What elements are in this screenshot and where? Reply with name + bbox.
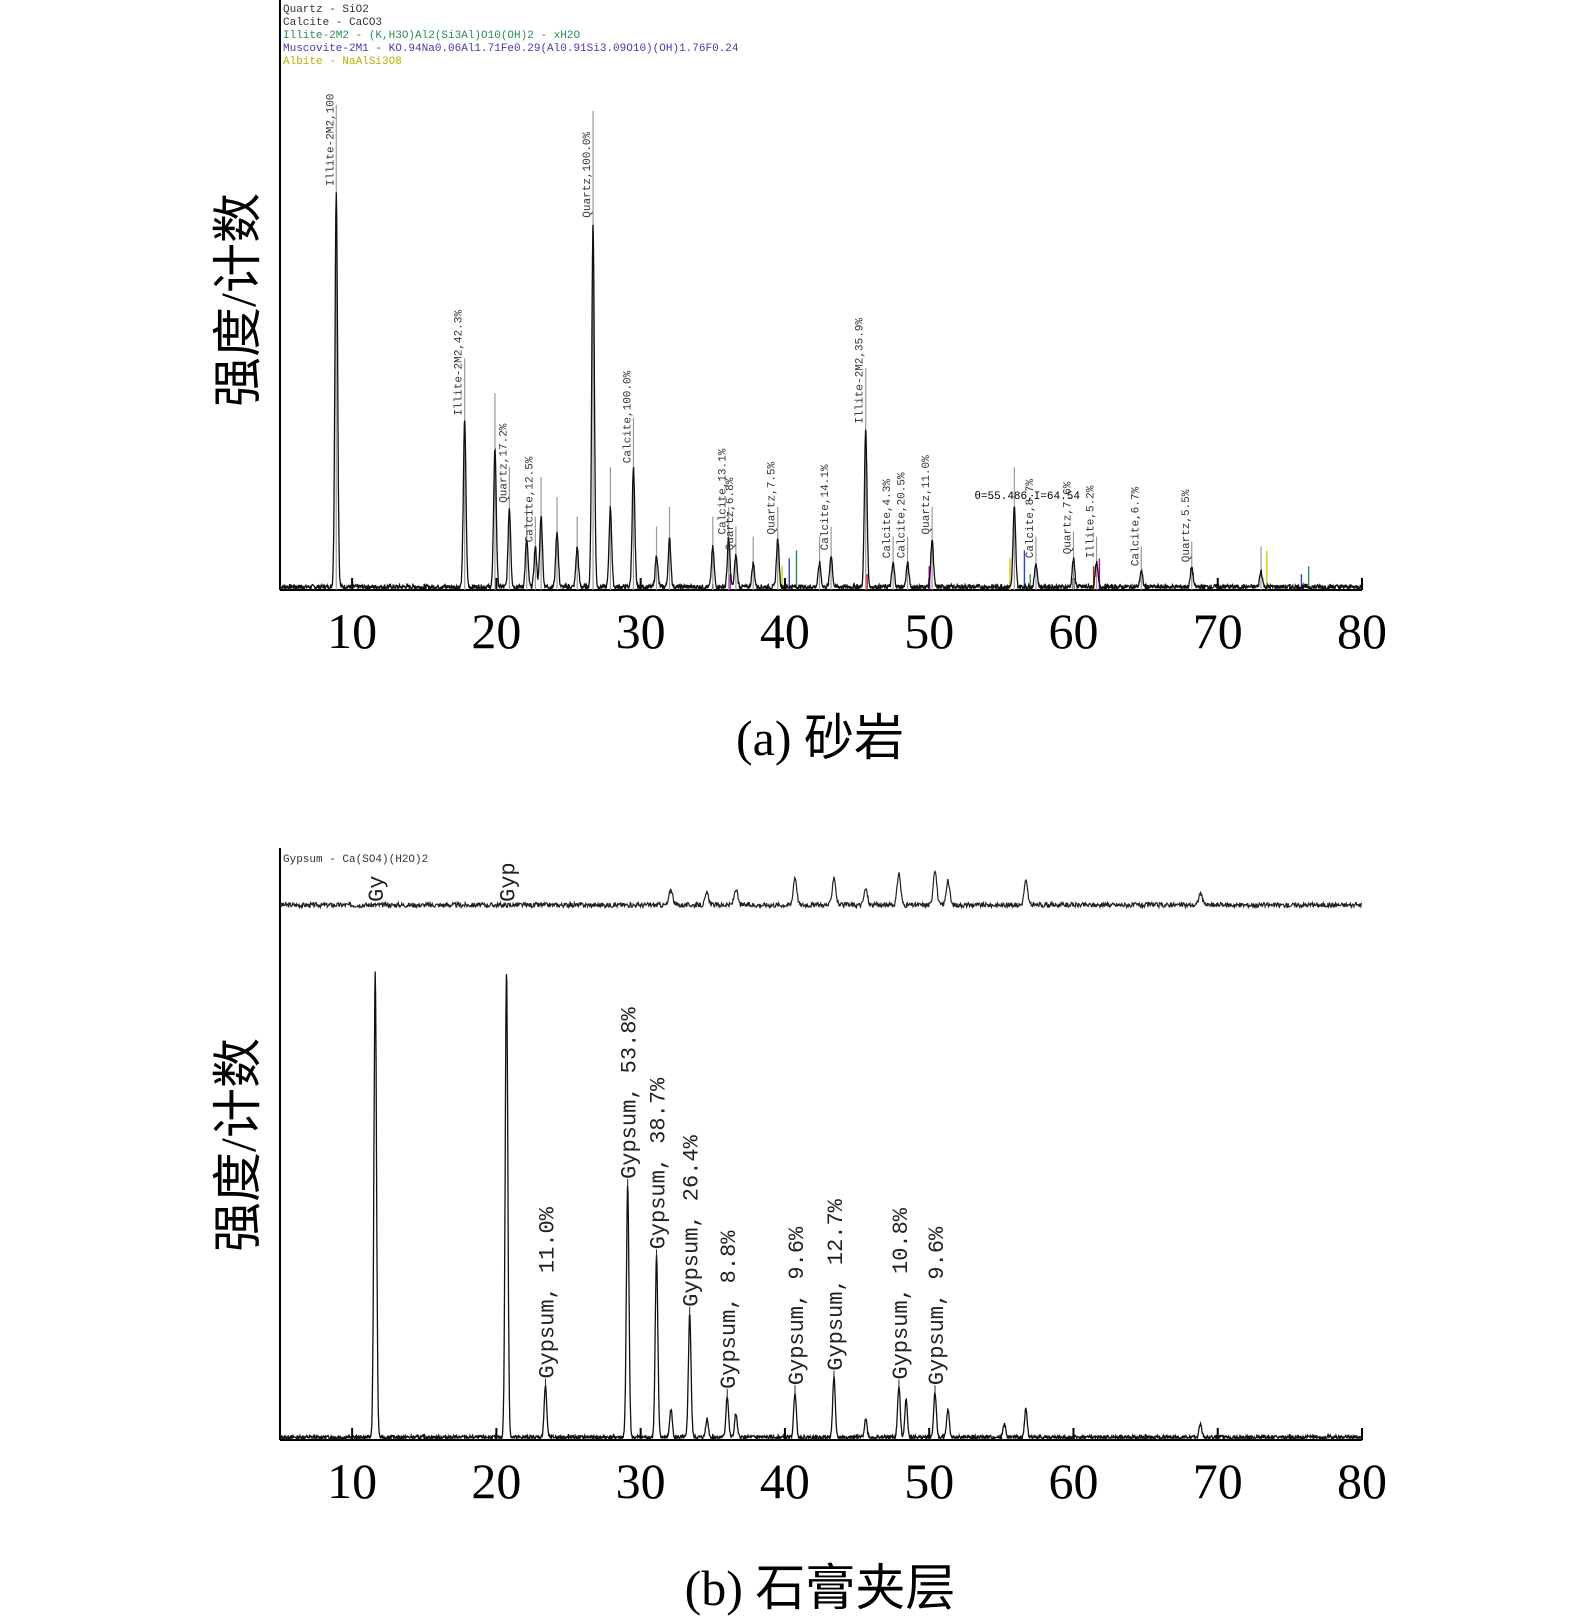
panel-a-peak-label: Quartz,11.0% xyxy=(921,455,933,535)
panel-a-x-tick-label: 50 xyxy=(904,603,954,659)
panel-b-x-tick-label: 40 xyxy=(760,1453,810,1509)
panel-a-legend-entry: Quartz - SiO2 xyxy=(283,4,369,16)
panel-b-x-tick-label: 80 xyxy=(1337,1453,1387,1509)
panel-a-peak-label: Calcite,6.7% xyxy=(1130,487,1142,567)
panel-b-x-tick-label: 10 xyxy=(327,1453,377,1509)
panel-b-x-tick-label: 20 xyxy=(471,1453,521,1509)
panel-b-peak-label: Gypsum, 10.8% xyxy=(889,1207,914,1379)
panel-a-cursor-readout: θ=55.486,I=64.54 xyxy=(974,491,1080,503)
panel-a-x-tick-label: 20 xyxy=(471,603,521,659)
panel-b-x-tick-label: 50 xyxy=(904,1453,954,1509)
panel-b-top-peak-label: Gyp xyxy=(496,862,521,902)
panel-b-peak-label: Gypsum, 8.8% xyxy=(717,1230,742,1389)
panel-a-peak-label: Calcite,14.1% xyxy=(820,464,832,550)
panel-a-y-label: 强度/计数 xyxy=(210,193,266,407)
panel-a-diffraction-trace xyxy=(279,192,1363,592)
panel-b-peak-label: Gypsum, 12.7% xyxy=(824,1198,849,1370)
panel-b-diffraction-trace xyxy=(279,971,1363,1442)
panel-b-peak-label: Gypsum, 38.7% xyxy=(647,1077,672,1249)
panel-a-x-tick-label: 60 xyxy=(1048,603,1098,659)
panel-a-peak-label: Calcite,12.5% xyxy=(524,456,536,542)
panel-a-x-tick-label: 30 xyxy=(616,603,666,659)
panel-a-peak-label: Calcite,8.7% xyxy=(1025,479,1037,559)
panel-a-peak-label: Quartz,100.0% xyxy=(582,131,594,217)
panel-a-peak-label: Calcite,13.1% xyxy=(718,448,730,534)
panel-a-legend-entry: Albite - NaAlSi3O8 xyxy=(283,56,402,68)
panel-b-x-tick-label: 70 xyxy=(1193,1453,1243,1509)
panel-b-x-tick-label: 60 xyxy=(1048,1453,1098,1509)
panel-b-peak-label: Gypsum, 9.6% xyxy=(925,1226,950,1385)
panel-a-x-tick-label: 10 xyxy=(327,603,377,659)
panel-a-peak-label: Quartz,7.6% xyxy=(1062,481,1074,554)
panel-a-legend-entry: Calcite - CaCO3 xyxy=(283,17,382,29)
panel-b-peak-label: Gypsum, 11.0% xyxy=(535,1206,560,1378)
panel-a-peak-label: Illite-2M2,100 xyxy=(325,94,337,186)
panel-a-caption: (a) 砂岩 xyxy=(736,710,904,766)
panel-b-y-label: 强度/计数 xyxy=(210,1038,266,1252)
panel-b-gypsum-interlayer: 10 20 30 40 50 60 70 80 Gypsum, 11.0% Gypsum, 53… xyxy=(210,848,1387,1616)
panel-b-legend-entry: Gypsum - Ca(SO4)(H2O)2 xyxy=(283,854,428,866)
panel-a-legend-entry: Muscovite-2M1 - KO.94Na0.06Al1.71Fe0.29(… xyxy=(283,43,739,55)
panel-b-upper-trace xyxy=(279,870,1362,910)
panel-a-peak-label: Illite-2M2,42.3% xyxy=(454,310,466,416)
panel-b-peak-label: Gypsum, 53.8% xyxy=(618,1007,643,1179)
panel-a-peak-label: Quartz,7.5% xyxy=(767,461,779,534)
panel-b-caption: (b) 石膏夹层 xyxy=(685,1560,956,1616)
panel-a-peak-label: Quartz,17.2% xyxy=(498,423,510,503)
panel-a-legend-entry: Illite-2M2 - (K,H3O)Al2(Si3Al)O10(OH)2 -… xyxy=(283,30,580,42)
panel-a-peak-label: Illite,5.2% xyxy=(1086,485,1098,558)
panel-a-peak-label: Quartz,6.8% xyxy=(725,477,737,550)
panel-b-peak-label: Gypsum, 9.6% xyxy=(785,1226,810,1385)
panel-a-peak-label: Calcite,100.0% xyxy=(622,370,634,463)
panel-b-legend: Gypsum - Ca(SO4)(H2O)2 xyxy=(283,854,428,866)
panel-a-peak-label: Calcite,20.5% xyxy=(897,472,909,558)
panel-b-peak-label: Gypsum, 26.4% xyxy=(680,1134,705,1306)
panel-b-top-peak-label: Gy xyxy=(365,876,390,902)
panel-a-peak-label: Illite-2M2,35.9% xyxy=(855,318,867,424)
panel-a-x-tick-label: 80 xyxy=(1337,603,1387,659)
panel-a-x-tick-label: 40 xyxy=(760,603,810,659)
panel-a-sandstone: 10 20 30 40 50 60 70 80 Illite-2M2,100 Illite-2M… xyxy=(210,0,1387,766)
panel-a-x-tick-label: 70 xyxy=(1193,603,1243,659)
panel-a-peak-label: Calcite,4.3% xyxy=(882,479,894,559)
panel-a-peak-label: Quartz,5.5% xyxy=(1181,489,1193,562)
panel-b-x-tick-label: 30 xyxy=(616,1453,666,1509)
